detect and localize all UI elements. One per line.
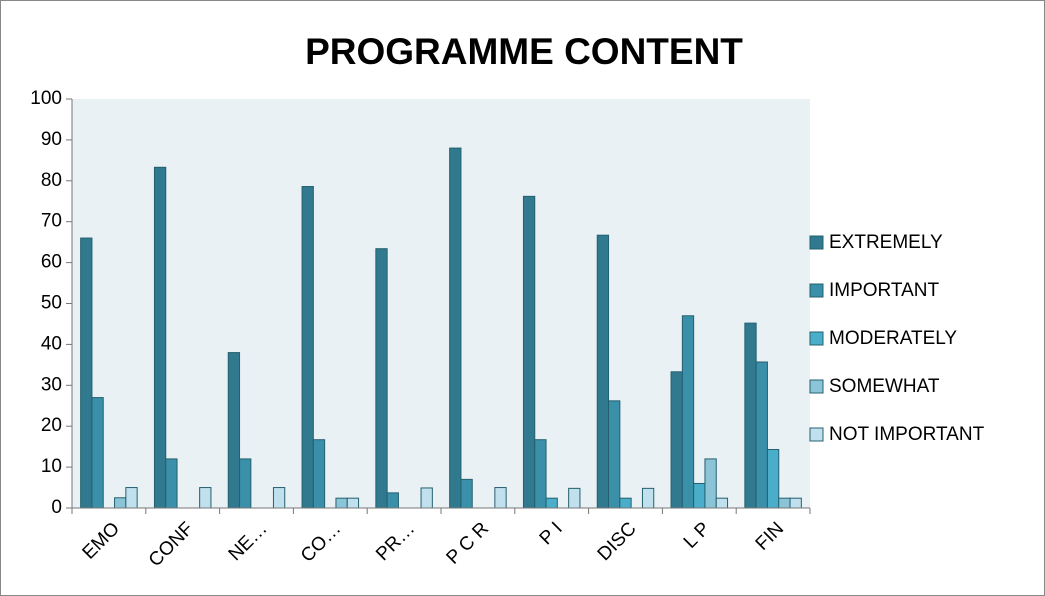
- bar: [301, 186, 314, 509]
- bar: [386, 492, 399, 509]
- legend-label: EXTREMELY: [829, 232, 943, 253]
- legend-label: SOMEWHAT: [829, 376, 940, 397]
- legend-label: IMPORTANT: [829, 280, 940, 301]
- y-tick-label: 20: [41, 415, 62, 436]
- bar: [227, 352, 241, 509]
- bar: [346, 497, 360, 509]
- bar: [789, 497, 802, 509]
- bar: [693, 482, 706, 509]
- bar: [755, 361, 768, 509]
- chart-title: PROGRAMME CONTENT: [305, 31, 743, 72]
- bar: [715, 497, 729, 509]
- bar: [619, 497, 632, 509]
- legend-swatch: [809, 283, 824, 298]
- bar: [641, 487, 655, 509]
- bar: [568, 487, 581, 509]
- y-tick-label: 0: [51, 497, 62, 518]
- bar: [608, 400, 621, 509]
- bar: [420, 487, 433, 509]
- bar: [596, 234, 610, 509]
- bar: [460, 478, 473, 509]
- bar: [375, 248, 388, 509]
- plot-area: [72, 99, 810, 508]
- legend-swatch: [809, 331, 824, 346]
- legend-swatch: [809, 379, 824, 394]
- legend-swatch: [809, 427, 824, 442]
- bar: [522, 195, 536, 509]
- bar: [125, 487, 138, 509]
- y-tick-label: 10: [41, 456, 62, 477]
- bar: [312, 439, 326, 509]
- bar: [766, 449, 780, 509]
- bar: [681, 315, 695, 509]
- bar: [778, 497, 791, 509]
- y-tick-label: 70: [41, 211, 62, 232]
- bar: [272, 487, 286, 509]
- bar: [80, 237, 93, 509]
- bar: [449, 147, 462, 509]
- bar: [744, 322, 757, 509]
- bar: [534, 439, 547, 509]
- bar: [335, 497, 348, 509]
- bar: [153, 166, 167, 509]
- bar: [239, 458, 252, 509]
- legend-swatch: [809, 235, 824, 250]
- bar: [91, 397, 104, 509]
- y-tick-label: 40: [41, 333, 62, 354]
- bar: [199, 487, 212, 509]
- bar: [670, 371, 683, 509]
- y-tick-label: 80: [41, 170, 62, 191]
- y-tick-label: 60: [41, 252, 62, 273]
- bar: [494, 487, 507, 509]
- y-tick-label: 90: [41, 129, 62, 150]
- bar: [114, 497, 127, 509]
- bar: [545, 497, 558, 509]
- y-tick-label: 100: [30, 88, 62, 109]
- y-tick-label: 50: [41, 293, 62, 314]
- bar: [165, 458, 178, 509]
- legend-label: NOT IMPORTANT: [829, 424, 985, 445]
- bar: [704, 458, 717, 509]
- legend-label: MODERATELY: [829, 328, 957, 349]
- y-tick-label: 30: [41, 374, 62, 395]
